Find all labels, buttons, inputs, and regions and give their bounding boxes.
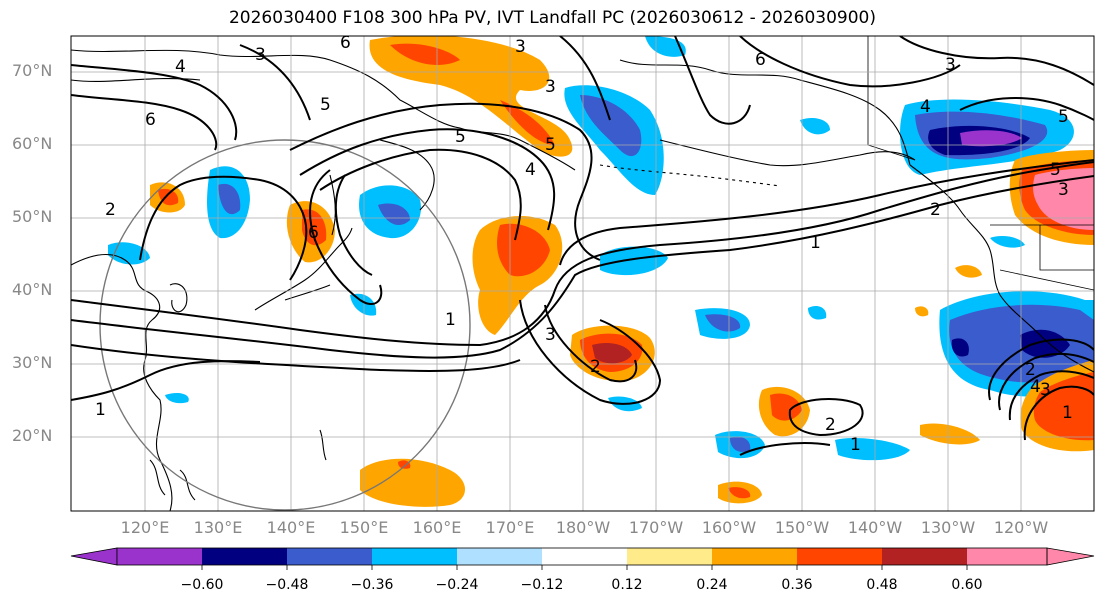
contour-label: 2 <box>105 200 116 220</box>
contour-label: 3 <box>515 37 526 57</box>
lon-label: 130°E <box>193 518 243 537</box>
contour-label: 5 <box>320 95 331 115</box>
gridlines <box>71 36 1094 511</box>
lon-label: 120°E <box>120 518 170 537</box>
lon-label: 140°E <box>266 518 316 537</box>
contour-label: 3 <box>945 55 956 75</box>
anomaly-shading <box>108 36 1094 507</box>
lat-label: 60°N <box>12 134 53 153</box>
contour-label: 1 <box>95 400 106 420</box>
contour-labels: 1 1 1 1 1 2 2 2 2 2 3 3 3 3 3 3 3 4 4 4 … <box>95 33 1073 455</box>
lon-label: 160°W <box>701 518 757 537</box>
colorbar-tick-label: −0.36 <box>350 577 394 593</box>
contour-label: 2 <box>825 415 836 435</box>
lat-label: 40°N <box>12 280 53 299</box>
lon-label: 140°W <box>847 518 903 537</box>
lat-label: 50°N <box>12 207 53 226</box>
contour-label: 2 <box>590 357 601 377</box>
colorbar <box>70 547 1095 570</box>
colorbar-tick-label: 0.60 <box>951 577 983 593</box>
contour-label: 1 <box>1062 403 1073 423</box>
contour-label: 5 <box>455 127 466 147</box>
colorbar-tick-label: −0.12 <box>520 577 564 593</box>
colorbar-tick-label: 0.36 <box>781 577 813 593</box>
colorbar-tick-label: −0.24 <box>435 577 479 593</box>
contour-label: 3 <box>255 45 266 65</box>
map-frame <box>70 35 1095 512</box>
contour-label: 4 <box>175 57 186 77</box>
lat-label: 70°N <box>12 61 53 80</box>
pv-contours <box>71 36 1094 456</box>
contour-label: 1 <box>810 233 821 253</box>
lat-label: 20°N <box>12 426 53 445</box>
landfall-radius-circle <box>99 139 471 511</box>
contour-label: 5 <box>545 135 556 155</box>
map-title: 2026030400 F108 300 hPa PV, IVT Landfall… <box>228 8 876 28</box>
contour-label: 6 <box>145 110 156 130</box>
lat-label: 30°N <box>12 353 53 372</box>
contour-label: 4 <box>920 97 931 117</box>
colorbar-tick-label: −0.60 <box>180 577 224 593</box>
colorbar-tick-label: 0.48 <box>866 577 898 593</box>
colorbar-tick-label: 0.24 <box>696 577 728 593</box>
contour-label: 5 <box>1050 160 1061 180</box>
colorbar-tick-label: 0.12 <box>611 577 643 593</box>
contour-label: 4 <box>1030 377 1041 397</box>
contour-label: 3 <box>1040 380 1051 400</box>
contour-label: 5 <box>1058 107 1069 127</box>
contour-label: 6 <box>308 223 319 243</box>
lon-label: 150°E <box>339 518 389 537</box>
coastlines <box>71 49 1094 511</box>
lon-label: 180°W <box>555 518 611 537</box>
contour-label: 1 <box>850 435 861 455</box>
colorbar-tick-label: −0.48 <box>265 577 309 593</box>
contour-label: 3 <box>1058 180 1069 200</box>
lon-label: 160°E <box>412 518 462 537</box>
contour-label: 2 <box>1025 360 1036 380</box>
contour-label: 1 <box>445 310 456 330</box>
lon-label: 130°W <box>920 518 976 537</box>
contour-label: 6 <box>755 50 766 70</box>
lon-label: 120°W <box>993 518 1049 537</box>
lon-label: 170°W <box>628 518 684 537</box>
contour-label: 6 <box>340 33 351 53</box>
lon-label: 150°W <box>774 518 830 537</box>
contour-label: 3 <box>545 77 556 97</box>
lon-label: 170°E <box>485 518 535 537</box>
contour-label: 2 <box>930 200 941 220</box>
contour-label: 3 <box>545 325 556 345</box>
contour-label: 4 <box>525 160 536 180</box>
